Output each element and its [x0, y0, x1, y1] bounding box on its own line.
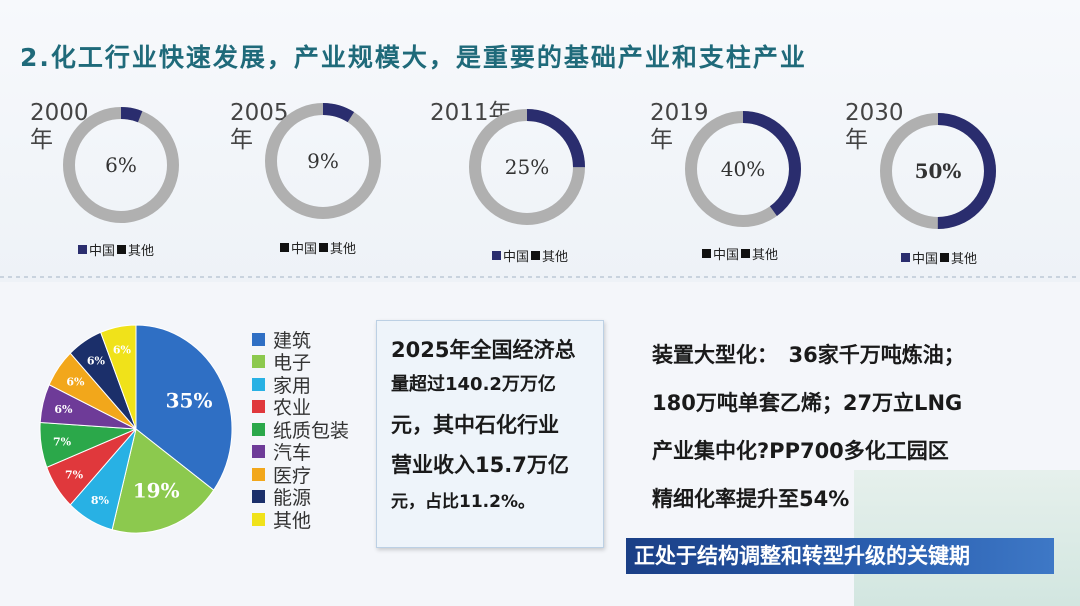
legend-swatch: [252, 377, 265, 391]
legend-swatch: [252, 445, 265, 459]
highlight-line: 装置大型化： 36家千万吨炼油；: [652, 343, 965, 367]
other-swatch: [117, 245, 127, 254]
pie-slice-label: 35%: [166, 389, 213, 413]
legend-item-building: 建筑: [252, 328, 349, 352]
legend-swatch: [252, 332, 265, 346]
donut-chart: 9%: [265, 103, 381, 219]
info-line: 元，占比11.2%。: [391, 492, 535, 512]
ring-2011: 2011年 25% 中国 其他: [430, 96, 630, 266]
highlight-line: 产业集中化?PP700多化工园区: [652, 439, 949, 463]
pie-slice-label: 7%: [65, 469, 84, 482]
info-line: 元，其中石化行业: [391, 413, 559, 437]
legend-swatch: [252, 512, 265, 526]
legend-swatch: [252, 400, 265, 414]
section-divider: [0, 276, 1080, 278]
legend-item-packaging: 纸质包装: [252, 418, 349, 442]
ring-legend: 中国 其他: [492, 246, 568, 265]
legend-swatch: [252, 467, 265, 481]
pie-slice: [111, 428, 215, 534]
china-swatch: [702, 249, 711, 258]
pie-slice: [135, 324, 233, 491]
pie-slice-label: 6%: [66, 375, 85, 388]
ring-2019: 2019 年 40% 中国 其他: [650, 96, 850, 266]
legend-swatch: [252, 355, 265, 369]
other-swatch: [531, 251, 541, 260]
ring-china-segment: [880, 113, 996, 229]
industry-highlights: 装置大型化： 36家千万吨炼油； 180万吨单套乙烯；27万立LNG 产业集中化…: [652, 338, 965, 530]
ring-legend: 中国 其他: [280, 238, 356, 257]
pie-slice-label: 6%: [87, 355, 106, 368]
page-title: 2.化工行业快速发展，产业规模大，是重要的基础产业和支柱产业: [20, 43, 807, 72]
ring-china-segment: [265, 103, 381, 219]
ring-year: 2000 年: [30, 100, 89, 153]
other-swatch: [741, 249, 751, 258]
legend-item-electronics: 电子: [252, 351, 349, 374]
info-line: 2025年全国经济总: [391, 338, 576, 362]
ring-year: 2030 年: [845, 100, 904, 153]
ring-legend: 中国 其他: [901, 248, 977, 267]
ring-2000: 2000 年 6% 中国 其他: [30, 96, 230, 266]
ring-legend: 中国 其他: [78, 240, 154, 259]
ring-value-label: 9%: [307, 149, 339, 173]
highlight-line: 精细化率提升至54%: [652, 487, 850, 511]
legend-item-energy: 能源: [252, 486, 349, 509]
highlight-line: 180万吨单套乙烯；27万立LNG: [652, 391, 963, 415]
china-swatch: [901, 253, 910, 262]
legend-item-auto: 汽车: [252, 441, 349, 464]
pie-slice: [100, 324, 137, 430]
ring-value-label: 50%: [915, 159, 962, 183]
ring-value-label: 6%: [105, 153, 137, 177]
pie-slice-label: 6%: [54, 403, 73, 416]
china-swatch: [78, 245, 87, 254]
pie-chart: 35%19%8%7%7%6%6%6%6%: [39, 324, 233, 534]
ring-2005: 2005 年 9% 中国 其他: [230, 96, 430, 266]
other-swatch: [940, 253, 950, 262]
ring-year: 2005 年: [230, 100, 289, 153]
china-swatch: [492, 251, 501, 260]
ring-legend: 中国 其他: [702, 244, 778, 263]
ring-value-label: 25%: [505, 155, 549, 179]
ring-china-segment: [685, 111, 801, 227]
legend-swatch: [252, 422, 265, 436]
ring-2030: 2030 年 50% 中国 其他: [845, 96, 1045, 267]
pie-slice-label: 7%: [53, 436, 72, 449]
donut-chart: 6%: [63, 107, 179, 223]
info-line: 营业收入15.7万亿: [391, 453, 569, 477]
pie-slice-label: 8%: [91, 494, 110, 507]
ring-china-segment: [469, 109, 585, 225]
info-line: 量超过140.2万万亿: [391, 374, 556, 395]
economy-info-box: 2025年全国经济总 量超过140.2万万亿 元，其中石化行业 营业收入15.7…: [376, 320, 604, 548]
legend-item-other: 其他: [252, 508, 349, 532]
pie-legend: 建筑 电子 家用 农业 纸质包装 汽车 医疗 能源 其他: [252, 328, 349, 532]
donut-chart: 50%: [880, 113, 996, 229]
donut-chart: 40%: [685, 111, 801, 227]
legend-item-household: 家用: [252, 373, 349, 397]
china-swatch: [280, 243, 289, 252]
ring-value-label: 40%: [721, 157, 765, 181]
ring-china-segment: [63, 107, 179, 223]
donut-chart: 25%: [469, 109, 585, 225]
legend-item-agriculture: 农业: [252, 396, 349, 419]
pie-slice-label: 6%: [113, 343, 132, 356]
legend-swatch: [252, 490, 265, 504]
ring-year: 2019 年: [650, 100, 709, 153]
subtitle-banner: 正处于结构调整和转型升级的关键期: [626, 538, 1054, 574]
other-swatch: [319, 243, 329, 252]
pie-slice-label: 19%: [133, 479, 180, 503]
legend-item-medical: 医疗: [252, 463, 349, 487]
